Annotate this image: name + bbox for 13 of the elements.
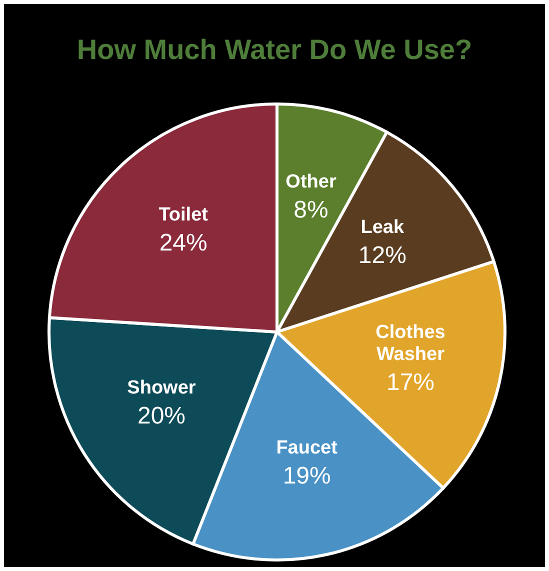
data-label: 12% xyxy=(358,242,406,269)
data-label: 19% xyxy=(282,462,331,490)
data-label: 17% xyxy=(386,368,435,396)
slice-label: Shower xyxy=(127,377,196,398)
slice-label: Faucet xyxy=(276,438,338,459)
slice-label: Toilet xyxy=(158,204,209,226)
slice-label: Leak xyxy=(360,216,404,238)
slice-label: Other xyxy=(286,172,337,192)
data-label: 20% xyxy=(137,402,186,430)
data-label: 24% xyxy=(159,229,208,256)
slice-label: Clothes Washer xyxy=(376,322,446,365)
chart-title: How Much Water Do We Use? xyxy=(76,34,474,66)
data-label: 8% xyxy=(294,196,328,224)
